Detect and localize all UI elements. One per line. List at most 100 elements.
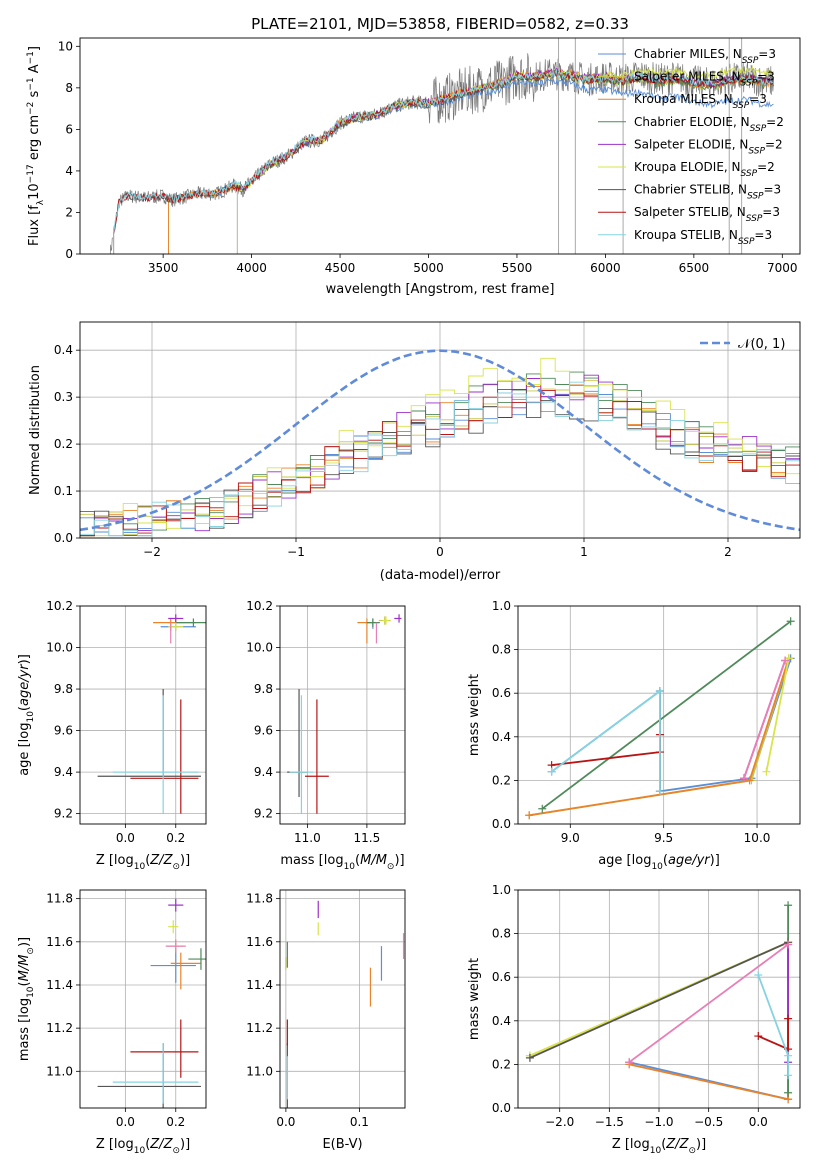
label-part: (: [663, 853, 668, 868]
label-part: 10: [651, 862, 663, 872]
legend-entry: Salpeter MILES, NSSP=3: [634, 70, 775, 89]
y-tick-label: 10.0: [246, 641, 273, 655]
label-part: =3: [749, 92, 767, 106]
label-part: )]: [180, 1137, 190, 1152]
label-part: SSP: [748, 146, 765, 156]
spectrum-legend: Chabrier MILES, NSSP=3 Salpeter MILES, NS…: [598, 47, 784, 247]
y-tick-label: 0: [65, 247, 73, 261]
weight-marker: [762, 767, 771, 776]
y-tick-label: 10.2: [246, 599, 273, 613]
axes-age-vs-Z: 0.0 0.29.29.49.69.810.010.2Z [log10(Z/Z⊙)…: [17, 599, 207, 872]
axes-weight-vs-Z: −2.0 −1.5 −1.0 −0.5 0.0 0.0 0.2 0.4 0.6 0.8 1.0 Z […: [467, 883, 801, 1156]
y-tick-label: 9.6: [54, 724, 73, 738]
label-part: Z/Z: [149, 1137, 173, 1152]
y-axis-label: age [log10(age/yr)]: [17, 654, 36, 776]
label-part: (: [145, 1137, 150, 1152]
label-part: −1: [26, 77, 36, 90]
errorbar-kroupa-miles: [170, 952, 201, 990]
weight-marker: [655, 787, 664, 796]
errorbar-chabrier-elodie: [188, 948, 206, 970]
y-tick-label: 4: [65, 164, 73, 178]
label-part: ]: [27, 46, 42, 51]
y-tick-label: 0.0: [492, 817, 511, 831]
y-tick-label: 1.0: [492, 883, 511, 897]
y-tick-label: 0.0: [492, 1101, 511, 1115]
x-tick-label: 9.0: [561, 831, 580, 845]
y-axis-label: Normed distribution: [28, 365, 43, 495]
y-tick-label: 9.2: [254, 807, 273, 821]
label-part: (: [355, 853, 360, 868]
y-tick-label: 0.6: [492, 970, 511, 984]
weight-series-kroupa-stelib: [547, 687, 664, 796]
legend-entry: Chabrier STELIB, NSSP=3: [634, 183, 781, 202]
label-part: age/yr: [668, 853, 711, 868]
label-part: 10: [134, 1146, 146, 1156]
x-tick-label: 6500: [679, 261, 710, 275]
axes-mass-vs-Z: 0.0 0.211.011.211.411.611.8Z [log10(Z/Z⊙)…: [17, 889, 207, 1156]
errorbar-chabrier-stelib: [97, 1043, 201, 1108]
weight-marker: [754, 1032, 763, 1041]
x-axis-label: age [log10(age/yr)]: [598, 853, 720, 872]
label-part: =2: [757, 160, 775, 174]
errorbar-kroupa-stelib: [289, 695, 314, 814]
legend-entry: Kroupa STELIB, NSSP=3: [634, 228, 772, 247]
plot-area-residuals: [80, 349, 800, 537]
x-tick-label: −1: [287, 545, 305, 559]
x-tick-label: −2.0: [545, 1115, 574, 1129]
label-part: age/yr: [17, 663, 32, 706]
label-part: =3: [758, 47, 776, 61]
label-part: )]: [17, 654, 32, 664]
x-axis-label: mass [log10(M/M⊙)]: [280, 853, 404, 872]
label-part: (: [17, 706, 32, 711]
y-axis-label: Flux [fλ10−17 erg cm−2 s−1 A−1]: [26, 46, 46, 246]
weight-series-chabrier-elodie: [538, 617, 795, 813]
x-tick-label: 11.0: [294, 831, 321, 845]
weight-series-chabrier-miles: [547, 654, 795, 796]
x-tick-label: 0.1: [350, 1115, 369, 1129]
label-part: mass [log: [280, 853, 343, 868]
axes-mass-vs-EBV: 0.0 0.1 11.0 11.2 11.4 11.6 11.8 E(B-V): [246, 889, 406, 1152]
label-part: Z/Z: [665, 1137, 689, 1152]
x-tick-label: −0.5: [694, 1115, 723, 1129]
axes-frame: [517, 605, 801, 825]
label-part: =2: [766, 115, 784, 129]
y-tick-label: 9.2: [54, 807, 73, 821]
label-part: Salpeter STELIB, N: [634, 205, 746, 219]
label-part: 10: [134, 862, 146, 872]
label-part: SSP: [746, 214, 763, 224]
legend-entry: Kroupa ELODIE, NSSP=2: [634, 160, 775, 179]
y-tick-label: 9.4: [254, 765, 273, 779]
errorbar-salpeter-elodie: [394, 614, 402, 623]
label-part: s: [27, 90, 42, 101]
axes-frame: [79, 605, 207, 825]
y-tick-label: 10: [58, 39, 73, 53]
weight-series-kroupa-stelib: [754, 971, 793, 1080]
weight-marker: [625, 1058, 634, 1067]
weight-series-salpeter-stelib: [754, 1014, 793, 1054]
label-part: −17: [26, 164, 36, 183]
weight-series-salpeter-stelib: [547, 730, 664, 770]
weight-marker: [547, 767, 556, 776]
weight-marker: [781, 656, 790, 665]
errorbar-pinkmarker: [165, 939, 186, 953]
legend-entry: Chabrier MILES, NSSP=3: [634, 47, 776, 66]
y-tick-label: 9.8: [254, 682, 273, 696]
label-part: 10: [344, 862, 356, 872]
weight-marker: [784, 940, 793, 949]
plot-layer: 3500 4000 4500 5000 5500 6000 6500 70000246810C…: [17, 37, 801, 1156]
label-part: SSP: [738, 237, 755, 247]
y-tick-label: 9.4: [54, 765, 73, 779]
weight-marker: [745, 776, 754, 785]
label-part: age [log: [598, 853, 651, 868]
label-part: E(B-V): [322, 1137, 362, 1152]
weight-marker: [784, 654, 793, 663]
weight-marker: [754, 971, 763, 980]
axes-weight-vs-age: 9.0 9.5 10.0 0.0 0.2 0.4 0.6 0.8 1.0 age [log10(a…: [467, 599, 801, 872]
errorbar-salpeter-stelib: [130, 1019, 199, 1078]
normal-legend-label: 𝒩(0, 1): [738, 337, 785, 352]
weight-line: [628, 943, 789, 1063]
legend-entry: Salpeter STELIB, NSSP=3: [634, 205, 780, 224]
weight-marker: [525, 811, 534, 820]
label-part: (: [661, 1137, 666, 1152]
